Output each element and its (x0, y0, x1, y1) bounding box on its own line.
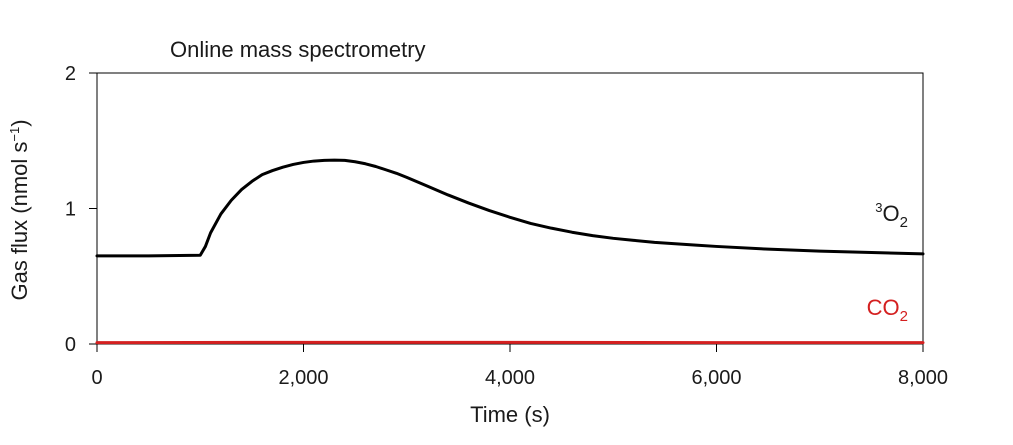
y-axis: 0 1 2 (65, 63, 97, 356)
x-tick-label: 6,000 (691, 367, 741, 389)
plot-frame (97, 73, 923, 344)
y-axis-label-sup: −1 (7, 127, 22, 142)
y-axis-label: Gas flux (nmol s−1) (7, 119, 32, 300)
y-tick-label: 0 (65, 334, 76, 356)
x-axis: 0 2,000 4,000 6,000 8,000 (91, 344, 948, 389)
series-label-o2-main: O (883, 201, 900, 226)
y-axis-label-prefix: Gas flux (nmol s (7, 142, 32, 301)
y-tick-label: 1 (65, 199, 76, 221)
series-label-o2: 3O2 (875, 200, 908, 231)
chart-title: Online mass spectrometry (170, 37, 426, 62)
series-label-o2-sub: 2 (900, 214, 908, 231)
y-tick-label: 2 (65, 63, 76, 85)
x-tick-label: 8,000 (898, 367, 948, 389)
x-tick-label: 4,000 (485, 367, 535, 389)
x-axis-label: Time (s) (470, 402, 550, 427)
series-line-o2 (97, 160, 923, 256)
x-tick-label: 0 (91, 367, 102, 389)
x-tick-label: 2,000 (278, 367, 328, 389)
series-label-o2-sup: 3 (875, 200, 882, 215)
y-axis-label-suffix: ) (7, 119, 32, 126)
series-label-co2-sub: 2 (900, 308, 908, 325)
series-layer (97, 160, 923, 343)
series-label-co2: CO2 (867, 295, 908, 325)
series-label-co2-main: CO (867, 295, 900, 320)
